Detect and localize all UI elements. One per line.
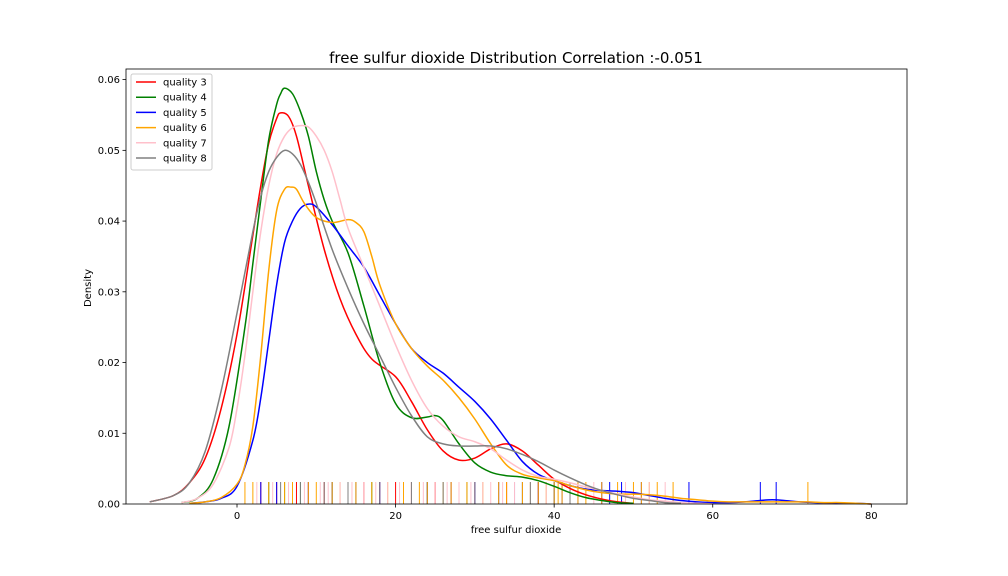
- legend: quality 3 quality 4 quality 5 quality 6 qual…: [130, 73, 213, 171]
- legend-label: quality 4: [163, 93, 207, 104]
- x-tick-label: 0: [234, 511, 240, 522]
- x-axis-label: free sulfur dioxide: [471, 525, 562, 536]
- x-tick-label: 20: [389, 511, 402, 522]
- axes-layer: 0 20 40 60 80 0.00 0.01 0.02 0.03 0.04 0.05 0.06: [98, 68, 908, 522]
- y-tick-label: 0.03: [98, 287, 120, 298]
- y-tick-label: 0.02: [98, 358, 120, 369]
- plot-frame: [125, 68, 908, 505]
- x-tick-label: 60: [706, 511, 719, 522]
- legend-label: quality 5: [163, 108, 207, 119]
- series-line-2: [181, 87, 634, 505]
- y-tick-label: 0.06: [98, 75, 120, 86]
- series-line-6: [149, 149, 682, 505]
- y-axis-label: Density: [83, 269, 94, 307]
- legend-box: [130, 73, 213, 171]
- legend-label: quality 8: [163, 154, 207, 165]
- x-tick-label: 40: [548, 511, 561, 522]
- y-tick-label: 0.05: [98, 146, 120, 157]
- x-tick-label: 80: [865, 511, 878, 522]
- legend-label: quality 7: [163, 138, 207, 149]
- y-tick-label: 0.04: [98, 217, 120, 228]
- rug-layer: [244, 482, 809, 504]
- series-line-1: [149, 111, 634, 505]
- y-tick-label: 0.00: [98, 500, 120, 511]
- series-layer: [149, 87, 872, 505]
- y-tick-label: 0.01: [98, 429, 120, 440]
- legend-label: quality 3: [163, 78, 207, 89]
- chart-title: free sulfur dioxide Distribution Correla…: [329, 49, 703, 67]
- series-line-4: [189, 185, 872, 505]
- legend-label: quality 6: [163, 123, 207, 134]
